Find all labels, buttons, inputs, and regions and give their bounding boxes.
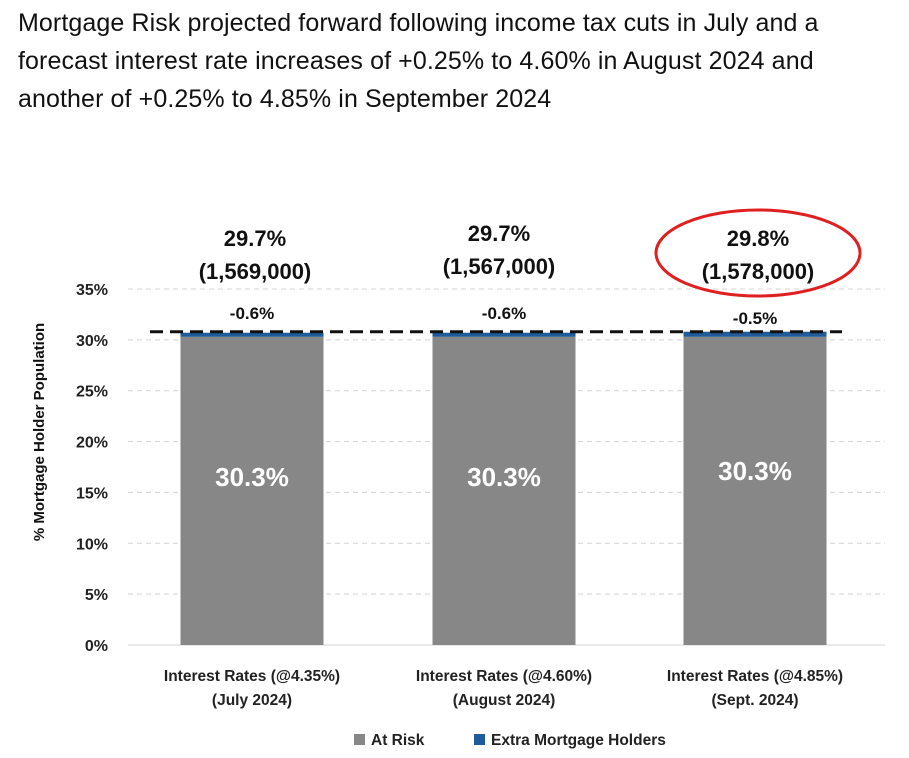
chart-title: Mortgage Risk projected forward followin… bbox=[18, 9, 819, 113]
bar-value-label: 30.3% bbox=[718, 456, 792, 486]
legend-label: At Risk bbox=[371, 732, 425, 749]
category-label: (July 2024) bbox=[212, 692, 292, 709]
total-percent-label: 29.7% bbox=[468, 221, 530, 246]
category-label: Interest Rates (@4.85%) bbox=[667, 668, 843, 685]
legend: At Risk Extra Mortgage Holders bbox=[354, 732, 666, 749]
legend-swatch bbox=[474, 734, 485, 745]
total-count-label: (1,569,000) bbox=[199, 259, 312, 284]
bar-value-label: 30.3% bbox=[215, 462, 289, 492]
bar-at-risk bbox=[432, 336, 576, 645]
y-tick-label: 20% bbox=[76, 435, 108, 452]
y-tick-label: 0% bbox=[85, 638, 108, 655]
delta-label: -0.6% bbox=[482, 304, 526, 323]
legend-label: Extra Mortgage Holders bbox=[491, 732, 666, 749]
bar-at-risk bbox=[683, 336, 827, 645]
y-tick-label: 15% bbox=[76, 485, 108, 502]
bar-extra-mortgage-holders bbox=[432, 332, 576, 337]
bars bbox=[180, 331, 827, 645]
y-tick-label: 35% bbox=[76, 282, 108, 299]
total-count-label: (1,567,000) bbox=[443, 254, 556, 279]
y-tick-label: 10% bbox=[76, 536, 108, 553]
highlight-ellipse bbox=[654, 208, 862, 298]
category-label: Interest Rates (@4.35%) bbox=[164, 668, 340, 685]
total-percent-label: 29.8% bbox=[727, 226, 789, 251]
y-tick-label: 5% bbox=[85, 587, 108, 604]
total-count-label: (1,578,000) bbox=[702, 259, 815, 284]
category-label: Interest Rates (@4.60%) bbox=[416, 668, 592, 685]
category-label: (August 2024) bbox=[453, 692, 556, 709]
bar-value-label: 30.3% bbox=[467, 462, 541, 492]
total-percent-label: 29.7% bbox=[224, 226, 286, 251]
y-axis-title: % Mortgage Holder Population bbox=[31, 323, 48, 541]
legend-swatch bbox=[354, 734, 365, 745]
bar-at-risk bbox=[180, 336, 324, 645]
x-axis-categories: Interest Rates (@4.35%) (July 2024) Intere… bbox=[164, 668, 843, 709]
delta-label: -0.6% bbox=[230, 304, 274, 323]
bar-extra-mortgage-holders bbox=[180, 332, 324, 337]
y-axis-ticks: 0% 5% 10% 15% 20% 25% 30% 35% bbox=[76, 282, 108, 655]
category-label: (Sept. 2024) bbox=[711, 692, 798, 709]
data-labels: 30.3% -0.6% 29.7% (1,569,000) 30.3% -0.6% 29.7… bbox=[150, 208, 862, 492]
bar-extra-mortgage-holders bbox=[683, 331, 827, 337]
delta-label: -0.5% bbox=[733, 309, 777, 328]
y-tick-label: 25% bbox=[76, 384, 108, 401]
y-tick-label: 30% bbox=[76, 333, 108, 350]
